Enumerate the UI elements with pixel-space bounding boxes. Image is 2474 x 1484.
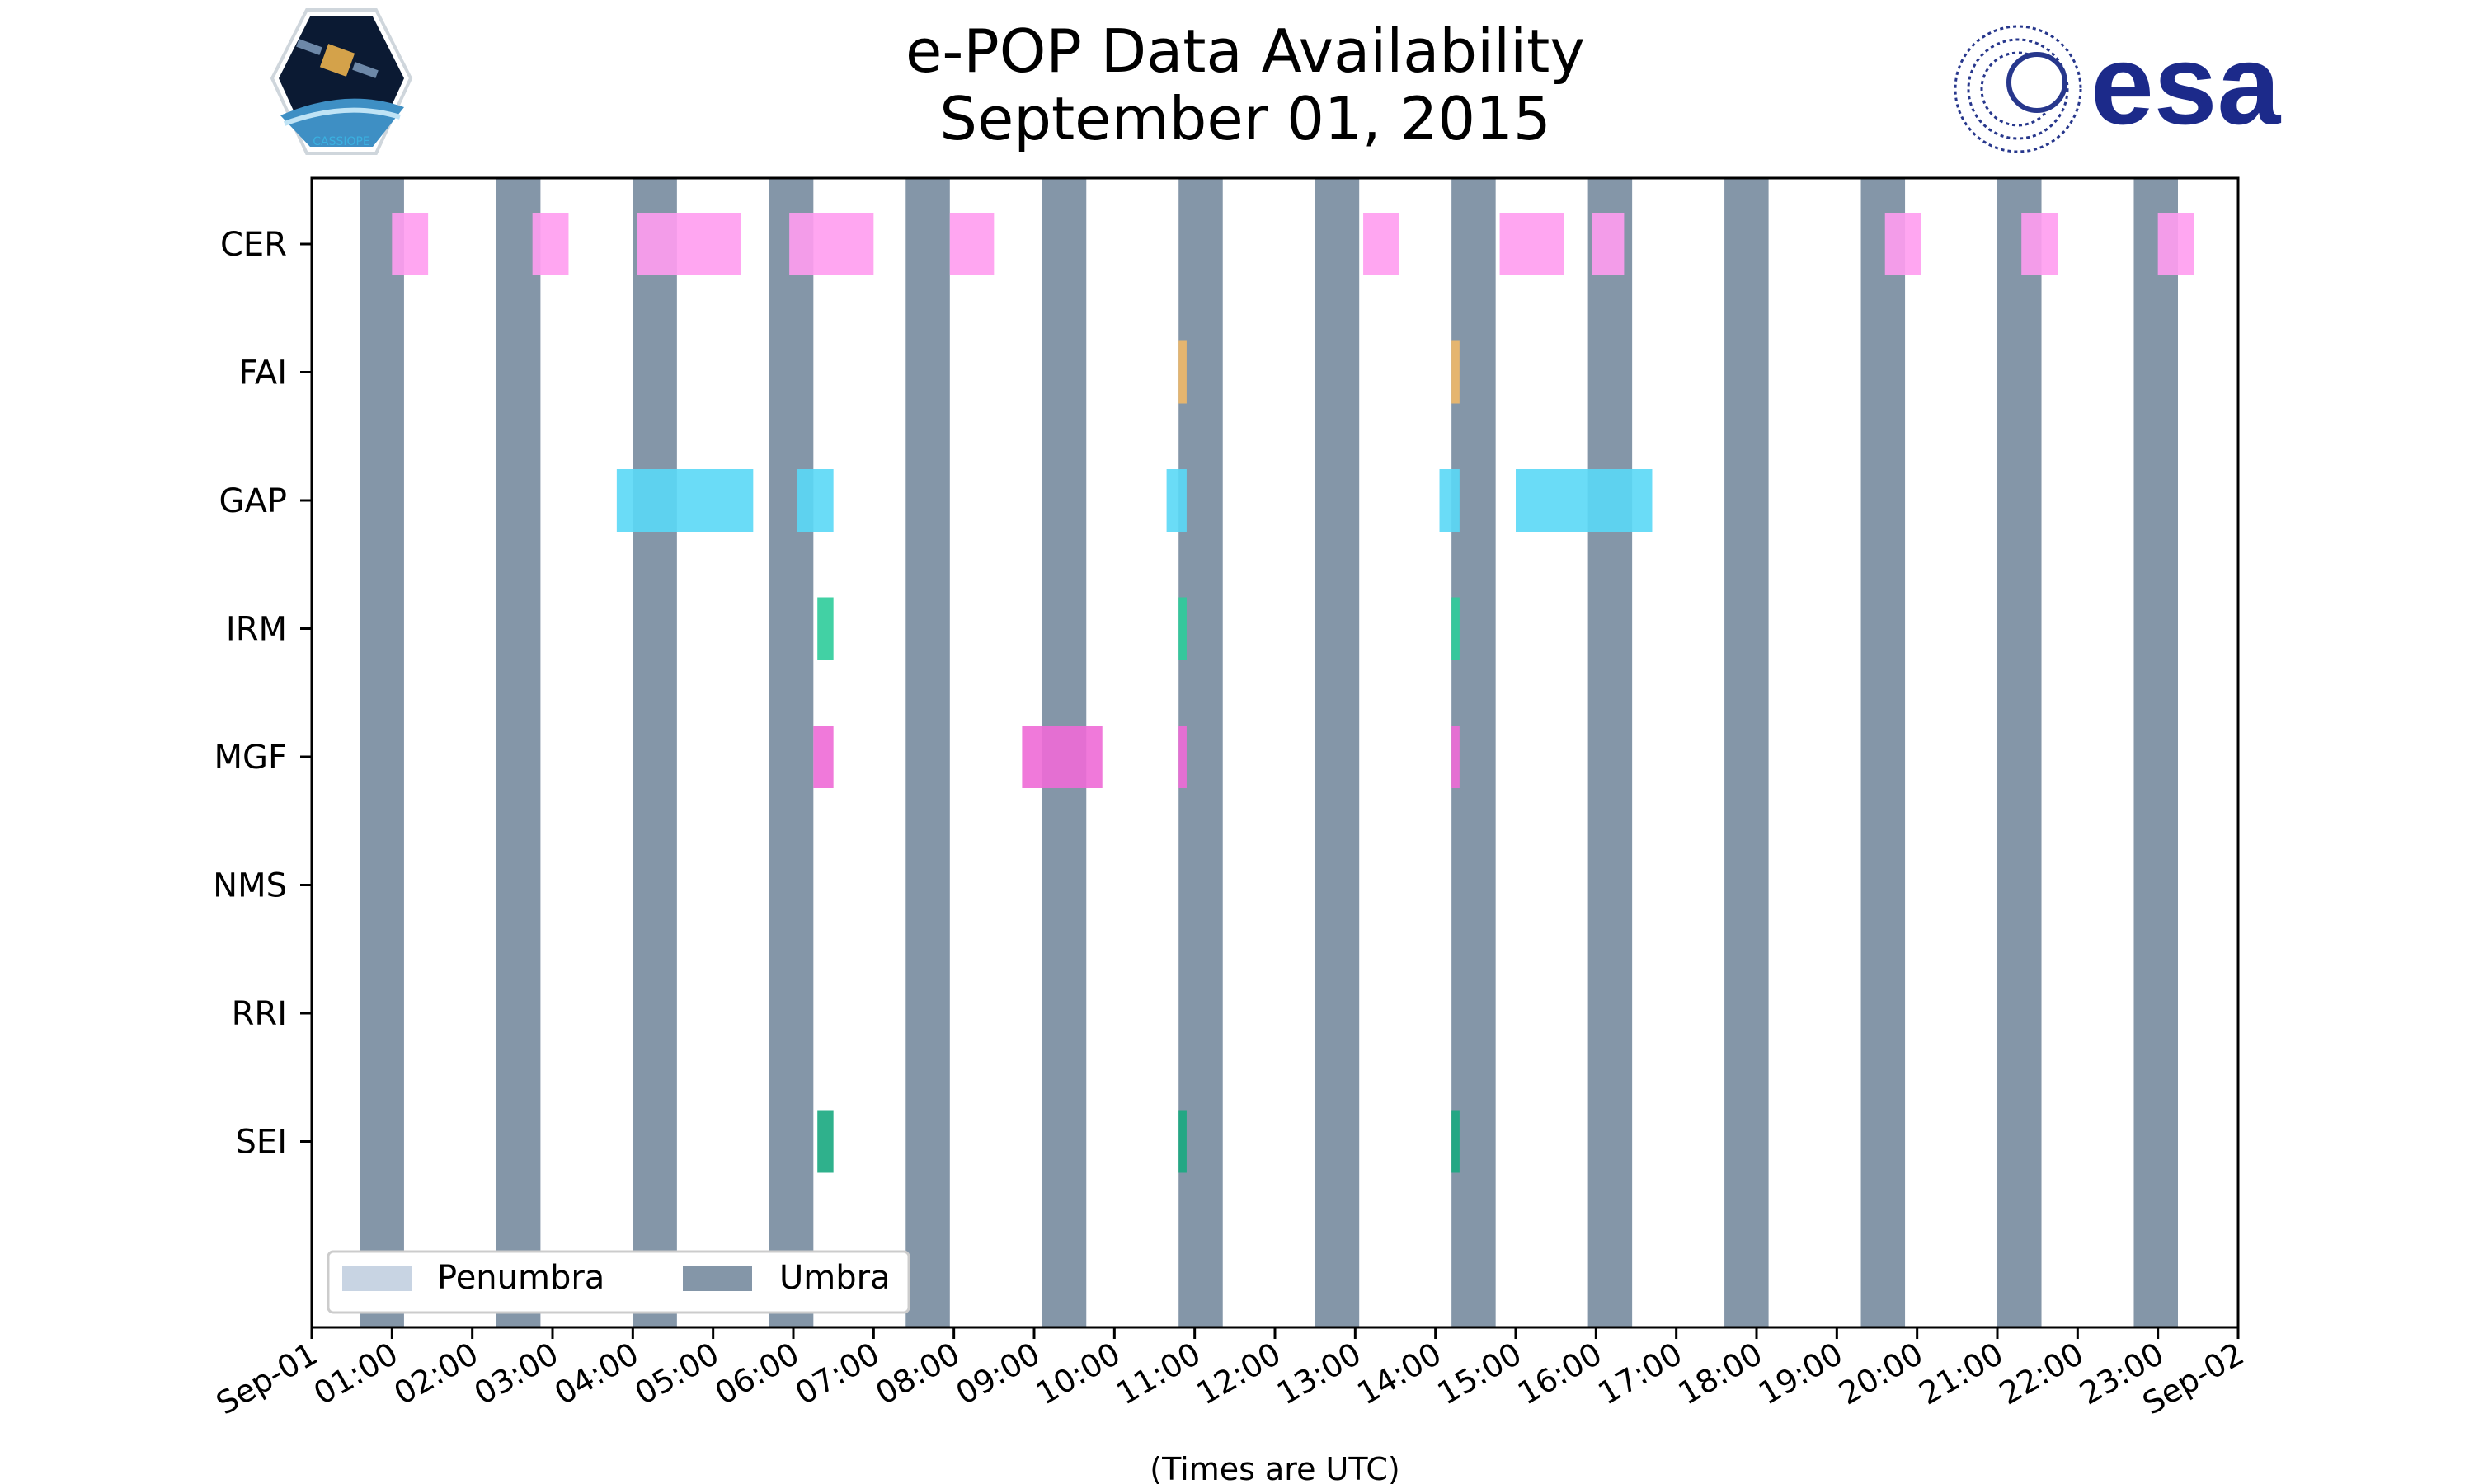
bar-cer-6 xyxy=(1499,213,1564,275)
bar-cer-7 xyxy=(1592,213,1625,275)
y-tick-label-fai: FAI xyxy=(239,355,288,392)
x-tick-label-19: 19:00 xyxy=(1752,1336,1849,1412)
x-tick-label-13: 13:00 xyxy=(1271,1336,1367,1412)
x-tick-label-15: 15:00 xyxy=(1432,1336,1528,1412)
legend: Penumbra Umbra xyxy=(327,1250,910,1314)
esa-logo-text: esa xyxy=(2091,21,2281,148)
y-tick-label-sei: SEI xyxy=(236,1124,287,1162)
umbra-band-7 xyxy=(1315,178,1360,1327)
bar-gap-2 xyxy=(1166,469,1187,532)
cassiope-logo: CASSIOPE xyxy=(270,8,413,155)
chart-subtitle: September 01, 2015 xyxy=(939,84,1551,153)
y-axis: CER FAI GAP IRM MGF NMS RRI SEI xyxy=(213,226,312,1162)
bar-sei-2 xyxy=(1451,1110,1460,1173)
bar-sei-1 xyxy=(1178,1110,1187,1173)
y-tick-label-rri: RRI xyxy=(232,995,287,1033)
umbra-band-2 xyxy=(633,178,677,1327)
x-tick-label-22: 22:00 xyxy=(1993,1336,2090,1412)
x-tick-label-10: 10:00 xyxy=(1030,1336,1126,1412)
legend-label-penumbra: Penumbra xyxy=(437,1259,604,1297)
x-tick-label-14: 14:00 xyxy=(1351,1336,1447,1412)
umbra-band-11 xyxy=(1860,178,1906,1327)
x-tick-label-4: 04:00 xyxy=(548,1336,645,1412)
x-axis: Sep-0101:0002:0003:0004:0005:0006:0007:0… xyxy=(210,1327,2251,1422)
umbra-layer xyxy=(360,178,2178,1327)
x-tick-label-1: 01:00 xyxy=(308,1336,404,1412)
x-tick-label-21: 21:00 xyxy=(1913,1336,2010,1412)
bar-gap-1 xyxy=(797,469,834,532)
cassiope-logo-caption: CASSIOPE xyxy=(313,135,370,148)
bar-irm-0 xyxy=(817,597,834,660)
x-tick-label-8: 08:00 xyxy=(869,1336,966,1412)
x-tick-label-6: 06:00 xyxy=(709,1336,806,1412)
bar-cer-1 xyxy=(532,213,569,275)
bar-cer-5 xyxy=(1363,213,1399,275)
umbra-band-3 xyxy=(769,178,814,1327)
x-tick-label-17: 17:00 xyxy=(1592,1336,1688,1412)
x-tick-label-3: 03:00 xyxy=(468,1336,565,1412)
umbra-band-0 xyxy=(360,178,404,1327)
y-tick-label-cer: CER xyxy=(220,226,287,264)
bar-gap-0 xyxy=(616,469,754,532)
bar-cer-3 xyxy=(789,213,874,275)
umbra-band-9 xyxy=(1587,178,1633,1327)
bar-sei-0 xyxy=(817,1110,834,1173)
bar-gap-4 xyxy=(1516,469,1653,532)
bar-mgf-3 xyxy=(1451,726,1460,788)
bar-mgf-1 xyxy=(1022,726,1103,788)
bar-cer-0 xyxy=(392,213,429,275)
bar-fai-1 xyxy=(1451,340,1460,404)
y-tick-label-nms: NMS xyxy=(213,867,287,905)
bar-mgf-0 xyxy=(813,726,834,788)
legend-swatch-penumbra xyxy=(342,1266,412,1291)
legend-label-umbra: Umbra xyxy=(779,1259,891,1297)
bar-cer-8 xyxy=(1884,213,1921,275)
x-tick-label-2: 02:00 xyxy=(388,1336,484,1412)
bar-gap-3 xyxy=(1439,469,1460,532)
bar-irm-1 xyxy=(1178,597,1187,660)
umbra-band-12 xyxy=(1997,178,2042,1327)
x-tick-label-18: 18:00 xyxy=(1672,1336,1769,1412)
legend-swatch-umbra xyxy=(683,1266,752,1291)
y-tick-label-irm: IRM xyxy=(226,611,287,649)
instrument-bars-layer xyxy=(392,213,2194,1173)
x-axis-label: (Times are UTC) xyxy=(1150,1451,1399,1484)
umbra-band-10 xyxy=(1724,178,1769,1327)
chart-title: e-POP Data Availability xyxy=(905,16,1585,86)
bar-cer-10 xyxy=(2157,213,2194,275)
umbra-band-1 xyxy=(496,178,541,1327)
bar-cer-2 xyxy=(637,213,741,275)
esa-logo: esa xyxy=(1954,21,2281,153)
x-tick-label-16: 16:00 xyxy=(1512,1336,1608,1412)
bar-cer-4 xyxy=(949,213,995,275)
umbra-band-13 xyxy=(2133,178,2178,1327)
y-tick-label-gap: GAP xyxy=(219,482,287,520)
x-tick-label-20: 20:00 xyxy=(1832,1336,1929,1412)
bar-cer-9 xyxy=(2021,213,2058,275)
plot-frame xyxy=(310,176,2240,1329)
bar-irm-2 xyxy=(1451,597,1460,660)
bar-mgf-2 xyxy=(1178,726,1187,788)
umbra-band-4 xyxy=(905,178,950,1327)
legend-box xyxy=(327,1250,910,1314)
x-tick-label-12: 12:00 xyxy=(1191,1336,1287,1412)
y-tick-label-mgf: MGF xyxy=(214,739,287,777)
bar-fai-0 xyxy=(1178,340,1187,404)
x-tick-label-11: 11:00 xyxy=(1110,1336,1206,1412)
x-tick-label-7: 07:00 xyxy=(789,1336,886,1412)
x-tick-label-5: 05:00 xyxy=(628,1336,725,1412)
x-tick-label-9: 09:00 xyxy=(950,1336,1047,1412)
x-tick-label-0: Sep-01 xyxy=(210,1336,324,1422)
